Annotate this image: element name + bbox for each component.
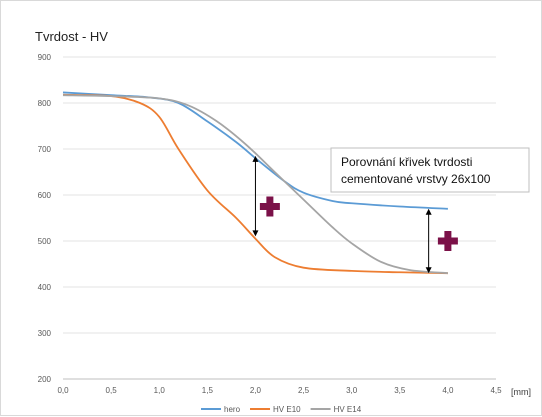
legend: hero HV E10 HV E14 (201, 405, 362, 414)
x-tick-2: 1,0 (154, 386, 166, 395)
y-tick-900: 900 (38, 53, 52, 62)
y-tick-200: 200 (38, 375, 52, 384)
y-tick-700: 700 (38, 145, 52, 154)
arrows-group (252, 155, 432, 274)
double-arrow-2 (425, 208, 432, 274)
y-tick-600: 600 (38, 191, 52, 200)
y-tick-300: 300 (38, 329, 52, 338)
annotation-box: Porovnání křivek tvrdosti cementované vr… (330, 147, 530, 193)
y-tick-800: 800 (38, 99, 52, 108)
plus-marker-2 (437, 231, 458, 251)
x-tick-9: 4,5 (490, 386, 502, 395)
legend-label-hero: hero (224, 405, 241, 414)
series-line-hv-e10 (62, 93, 448, 275)
y-tick-labels: 200 300 400 500 600 700 800 900 (38, 53, 52, 384)
x-tick-6: 3,0 (346, 386, 358, 395)
annotation-line-2: cementované vrstvy 26x100 (341, 172, 491, 186)
series-line-hv-e14 (62, 94, 448, 275)
x-tick-labels: 0,0 0,5 1,0 1,5 2,0 2,5 3,0 3,5 4,0 4,5 (57, 386, 502, 395)
x-tick-0: 0,0 (57, 386, 69, 395)
plus-marker-1 (259, 196, 280, 217)
x-tick-5: 2,5 (298, 386, 310, 395)
double-arrow-1 (252, 155, 259, 237)
plus-markers-group (259, 196, 458, 251)
grid (63, 56, 496, 334)
x-tick-1: 0,5 (106, 386, 118, 395)
x-tick-8: 4,0 (442, 386, 454, 395)
x-tick-4: 2,0 (250, 386, 262, 395)
x-unit-label: [mm] (511, 387, 531, 397)
chart-title: Tvrdost - HV (35, 29, 108, 44)
x-tick-3: 1,5 (202, 386, 214, 395)
legend-label-hv-e14: HV E14 (334, 405, 362, 414)
y-tick-400: 400 (38, 283, 52, 292)
y-tick-500: 500 (38, 237, 52, 246)
x-tick-7: 3,5 (394, 386, 406, 395)
legend-label-hv-e10: HV E10 (273, 405, 301, 414)
annotation-line-1: Porovnání křivek tvrdosti (341, 155, 472, 169)
